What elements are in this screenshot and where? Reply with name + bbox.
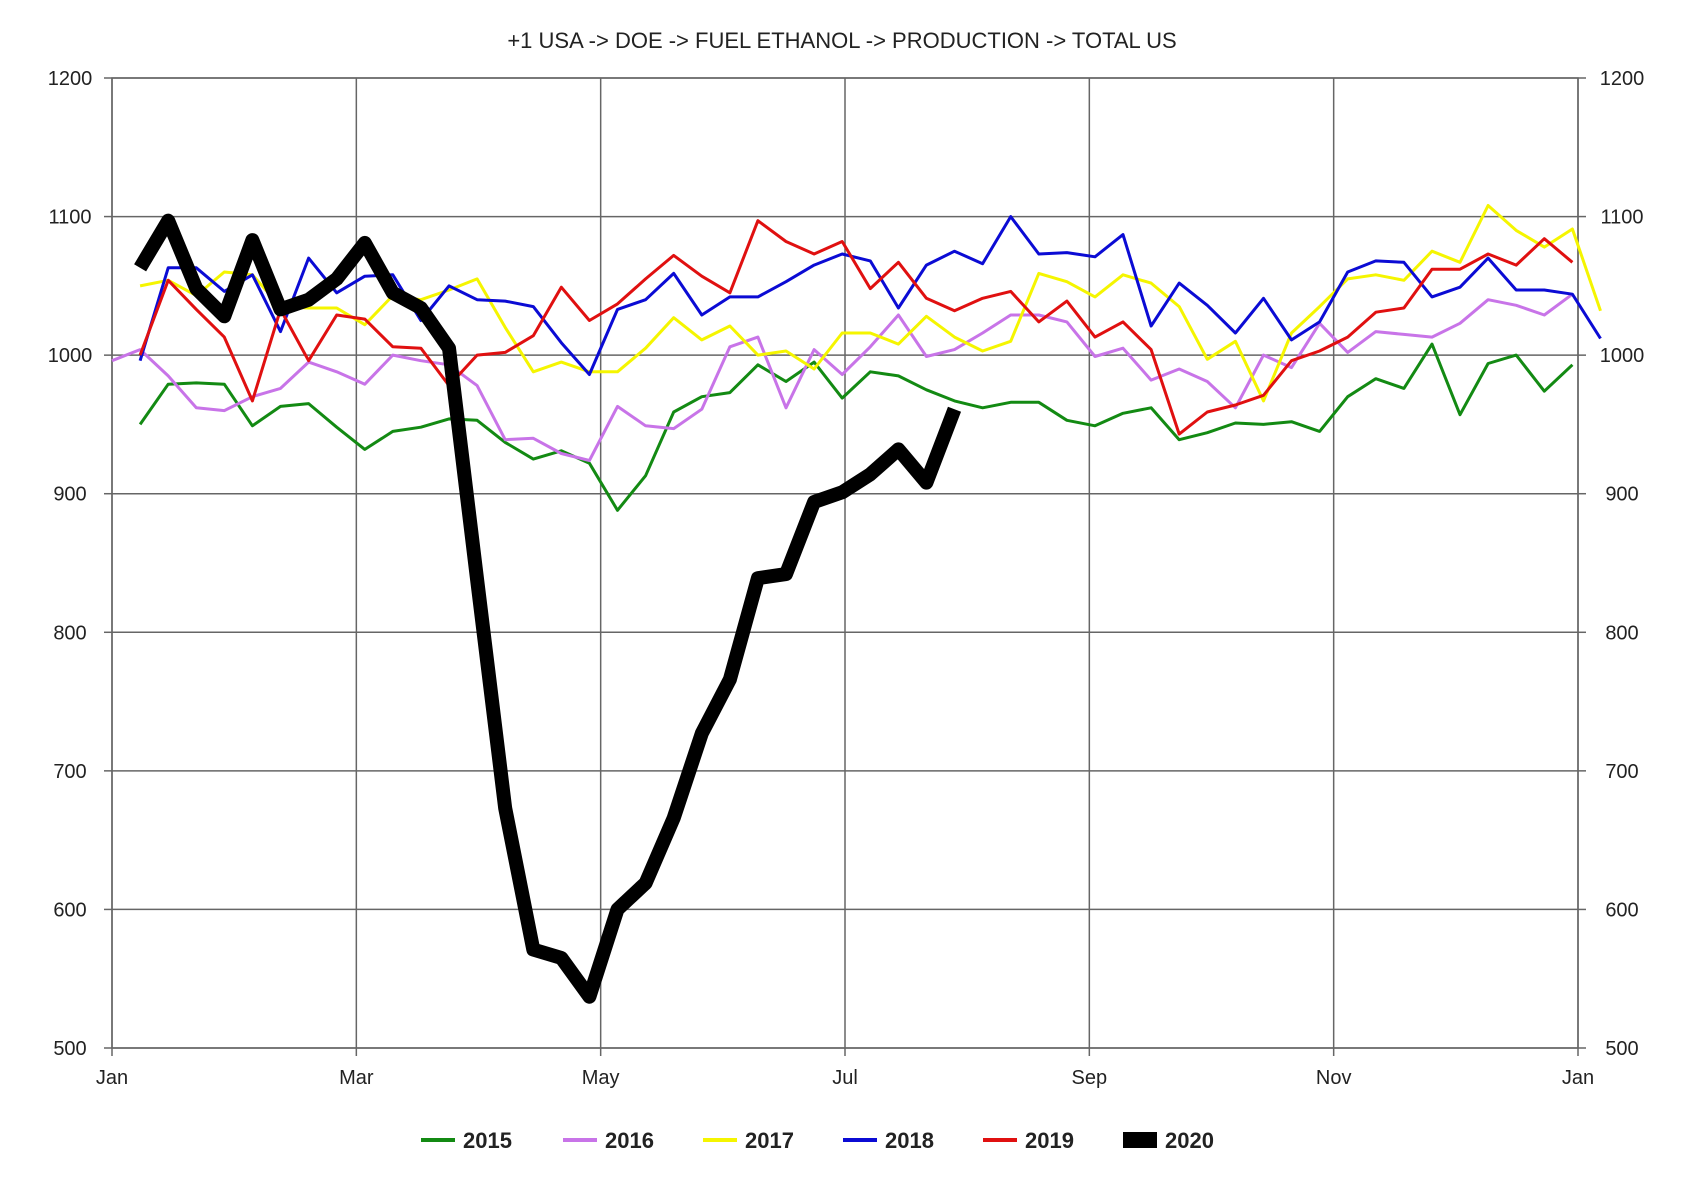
y-tick-label-right: 700 bbox=[1605, 761, 1638, 783]
series-line-2015 bbox=[138, 342, 1574, 512]
series-line-2019 bbox=[138, 219, 1574, 436]
legend-label-2016: 2016 bbox=[605, 1128, 654, 1153]
y-tick-label-left: 500 bbox=[53, 1038, 86, 1060]
series-line-2017 bbox=[139, 204, 1602, 403]
y-tick-label-right: 900 bbox=[1605, 484, 1638, 506]
legend: 2015 2016 2017 2018 2019 2020 bbox=[421, 1128, 1214, 1153]
x-tick-label: Nov bbox=[1316, 1067, 1352, 1089]
legend-item-2018[interactable]: 2018 bbox=[843, 1128, 934, 1153]
legend-label-2019: 2019 bbox=[1025, 1128, 1074, 1153]
legend-item-2017[interactable]: 2017 bbox=[703, 1128, 794, 1153]
y-tick-label-right: 1200 bbox=[1600, 68, 1645, 90]
series-layer bbox=[111, 204, 1602, 1004]
grid-layer bbox=[104, 77, 1586, 1056]
legend-label-2017: 2017 bbox=[745, 1128, 794, 1153]
y-tick-label-left: 900 bbox=[53, 484, 86, 506]
legend-item-2020[interactable]: 2020 bbox=[1123, 1128, 1214, 1153]
x-tick-label: Jan bbox=[96, 1067, 128, 1089]
y-tick-label-left: 1200 bbox=[48, 68, 93, 90]
legend-item-2016[interactable]: 2016 bbox=[563, 1128, 654, 1153]
y-tick-label-left: 800 bbox=[53, 622, 86, 644]
series-line-2016 bbox=[111, 292, 1574, 462]
y-tick-label-left: 1100 bbox=[48, 207, 91, 229]
y-tick-label-left: 700 bbox=[53, 761, 86, 783]
x-tick-label: May bbox=[582, 1067, 620, 1089]
y-tick-label-right: 800 bbox=[1605, 622, 1638, 644]
legend-item-2019[interactable]: 2019 bbox=[983, 1128, 1074, 1153]
series-line-2020 bbox=[134, 213, 962, 1004]
x-tick-label: Jul bbox=[832, 1067, 858, 1089]
legend-item-2015[interactable]: 2015 bbox=[421, 1128, 512, 1153]
y-tick-label-left: 1000 bbox=[48, 345, 93, 367]
chart-title: +1 USA -> DOE -> FUEL ETHANOL -> PRODUCT… bbox=[507, 28, 1176, 53]
legend-label-2015: 2015 bbox=[463, 1128, 512, 1153]
y-tick-label-right: 500 bbox=[1605, 1038, 1638, 1060]
x-tick-label: Jan bbox=[1562, 1067, 1594, 1089]
x-tick-label: Mar bbox=[339, 1067, 374, 1089]
y-tick-label-right: 1100 bbox=[1600, 207, 1643, 229]
legend-label-2020: 2020 bbox=[1165, 1128, 1214, 1153]
y-tick-label-right: 600 bbox=[1605, 899, 1638, 921]
x-tick-label: Sep bbox=[1072, 1067, 1108, 1089]
y-tick-label-left: 600 bbox=[53, 899, 86, 921]
legend-label-2018: 2018 bbox=[885, 1128, 934, 1153]
tick-layer: 500 500 600 600 700 700 800 800 900 900 1000 1000 11… bbox=[48, 68, 1645, 1089]
y-tick-label-right: 1000 bbox=[1600, 345, 1645, 367]
